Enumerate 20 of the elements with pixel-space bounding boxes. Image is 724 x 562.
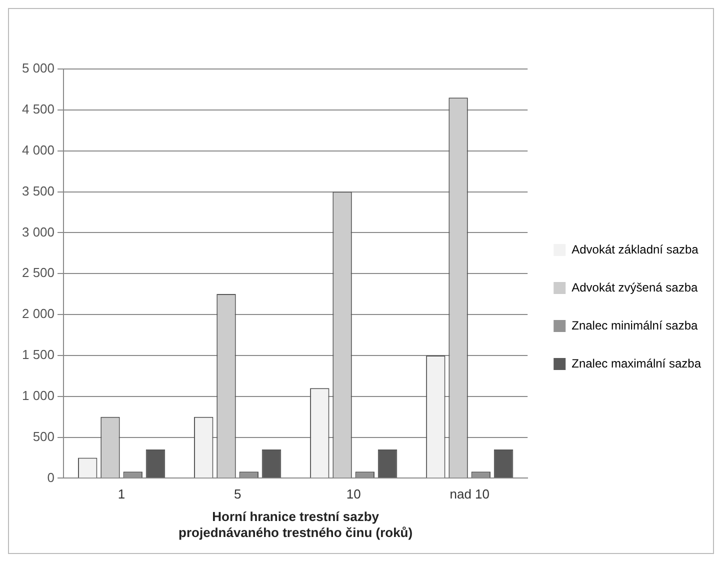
y-tick-label: 4 000 [22,142,55,158]
y-tick-label: 0 [47,470,55,485]
legend-label: Advokát základní sazba [572,242,699,256]
y-tick-label: 2 000 [22,306,55,322]
y-tick-label: 2 500 [22,265,55,280]
legend-label: Advokát zvýšená sazba [572,280,698,294]
x-tick-label: 1 [118,486,126,502]
y-tick-label: 3 500 [22,183,55,198]
y-tick-label: 4 500 [22,102,55,116]
legend-label: Znalec maximální sazba [572,356,702,370]
x-tick-label: 10 [346,486,361,502]
x-axis-title: Horní hranice trestní sazby projednávaného trestného činu (roků) [178,509,413,540]
y-tick-label: 5 000 [22,60,55,76]
legend-label: Znalec minimální sazba [572,318,698,332]
x-tick-label: nad 10 [450,486,490,502]
y-tick-label: 1 500 [22,347,55,362]
y-tick-label: 500 [32,428,55,444]
x-tick-label: 5 [234,486,242,502]
y-tick-label: 1 000 [22,388,55,403]
y-tick-label: 3 000 [22,224,55,240]
